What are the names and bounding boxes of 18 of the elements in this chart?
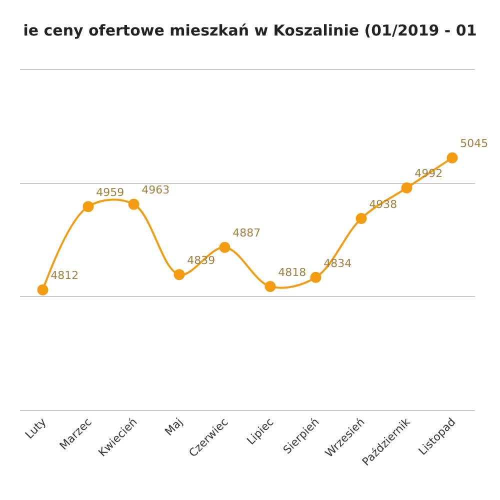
- point: [128, 198, 140, 210]
- data-label: 4963: [142, 184, 170, 197]
- data-label: 4818: [278, 266, 306, 279]
- data-label: 4959: [96, 186, 124, 199]
- point: [219, 242, 230, 253]
- point: [446, 152, 458, 164]
- point: [356, 212, 367, 224]
- point: [401, 182, 412, 194]
- chart-title: ie ceny ofertowe mieszkań w Koszalinie (01/2019 - 01: [23, 22, 477, 40]
- x-tick-label: Maj: [162, 416, 186, 438]
- point: [82, 201, 94, 212]
- point: [174, 269, 185, 280]
- point: [264, 280, 276, 292]
- data-label: 4887: [232, 226, 261, 240]
- data-label: 4812: [50, 269, 79, 282]
- point: [37, 284, 48, 296]
- point: [310, 272, 322, 283]
- data-label: 5045: [460, 137, 488, 150]
